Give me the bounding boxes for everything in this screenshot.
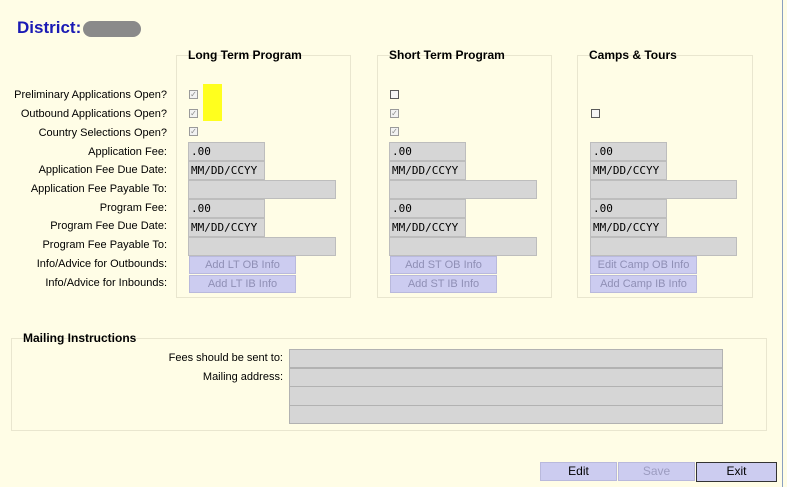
st-program-fee-field[interactable]: .00: [389, 199, 466, 218]
label-program-fee: Program Fee:: [99, 202, 167, 214]
edit-button[interactable]: Edit: [540, 462, 617, 481]
mailing-address-line-divider: [290, 386, 722, 387]
lt-preliminary-checkbox[interactable]: ✓: [189, 90, 198, 99]
add-st-ib-info-button[interactable]: Add ST IB Info: [390, 275, 497, 293]
lt-program-fee-payable-field[interactable]: [188, 237, 336, 256]
lt-application-fee-due-field[interactable]: MM/DD/CCYY: [188, 161, 265, 180]
window-edge: [782, 0, 783, 487]
label-info-inbounds: Info/Advice for Inbounds:: [45, 277, 167, 289]
lt-outbound-checkbox[interactable]: ✓: [189, 109, 198, 118]
st-country-checkbox[interactable]: ✓: [390, 127, 399, 136]
lt-application-fee-payable-field[interactable]: [188, 180, 336, 199]
label-outbound-open: Outbound Applications Open?: [20, 108, 167, 120]
add-camp-ib-info-button[interactable]: Add Camp IB Info: [590, 275, 697, 293]
label-preliminary-open: Preliminary Applications Open?: [14, 89, 167, 101]
lt-application-fee-field[interactable]: .00: [188, 142, 265, 161]
highlight-marker: [203, 84, 222, 121]
camps-tours-panel: [577, 55, 753, 298]
camp-application-fee-field[interactable]: .00: [590, 142, 667, 161]
label-program-fee-payable: Program Fee Payable To:: [42, 239, 167, 251]
add-lt-ib-info-button[interactable]: Add LT IB Info: [189, 275, 296, 293]
st-program-fee-due-field[interactable]: MM/DD/CCYY: [389, 218, 466, 237]
camp-program-fee-payable-field[interactable]: [590, 237, 737, 256]
fees-sent-to-field[interactable]: [289, 349, 723, 368]
mailing-address-line-divider: [290, 405, 722, 406]
column-title-short-term: Short Term Program: [389, 48, 505, 62]
st-application-fee-due-field[interactable]: MM/DD/CCYY: [389, 161, 466, 180]
lt-program-fee-field[interactable]: .00: [188, 199, 265, 218]
lt-country-checkbox[interactable]: ✓: [189, 127, 198, 136]
exit-button[interactable]: Exit: [696, 462, 777, 482]
save-button[interactable]: Save: [618, 462, 695, 481]
redacted-district-name: [83, 21, 141, 37]
mailing-instructions-panel: [11, 338, 767, 431]
add-lt-ob-info-button[interactable]: Add LT OB Info: [189, 256, 296, 274]
st-program-fee-payable-field[interactable]: [389, 237, 537, 256]
mailing-address-field[interactable]: [289, 368, 723, 424]
camp-application-fee-due-field[interactable]: MM/DD/CCYY: [590, 161, 667, 180]
label-program-fee-due: Program Fee Due Date:: [50, 220, 167, 232]
st-outbound-checkbox[interactable]: ✓: [390, 109, 399, 118]
mailing-instructions-title: Mailing Instructions: [23, 331, 137, 345]
page-title: District:: [17, 18, 82, 37]
mailing-address-label: Mailing address:: [202, 371, 283, 383]
label-application-fee-due: Application Fee Due Date:: [38, 164, 167, 176]
st-preliminary-checkbox[interactable]: [390, 90, 399, 99]
label-application-fee-payable: Application Fee Payable To:: [30, 183, 167, 195]
label-info-outbounds: Info/Advice for Outbounds:: [36, 258, 167, 270]
lt-program-fee-due-field[interactable]: MM/DD/CCYY: [188, 218, 265, 237]
short-term-panel: [377, 55, 552, 298]
camp-program-fee-due-field[interactable]: MM/DD/CCYY: [590, 218, 667, 237]
add-st-ob-info-button[interactable]: Add ST OB Info: [390, 256, 497, 274]
label-country-selections-open: Country Selections Open?: [38, 127, 167, 139]
edit-camp-ob-info-button[interactable]: Edit Camp OB Info: [590, 256, 697, 274]
fees-sent-to-label: Fees should be sent to:: [168, 352, 283, 364]
st-application-fee-field[interactable]: .00: [389, 142, 466, 161]
camp-application-fee-payable-field[interactable]: [590, 180, 737, 199]
label-application-fee: Application Fee:: [88, 146, 167, 158]
column-title-long-term: Long Term Program: [188, 48, 302, 62]
long-term-panel: [176, 55, 351, 298]
camp-program-fee-field[interactable]: .00: [590, 199, 667, 218]
st-application-fee-payable-field[interactable]: [389, 180, 537, 199]
camp-outbound-checkbox[interactable]: [591, 109, 600, 118]
column-title-camps-tours: Camps & Tours: [589, 48, 677, 62]
